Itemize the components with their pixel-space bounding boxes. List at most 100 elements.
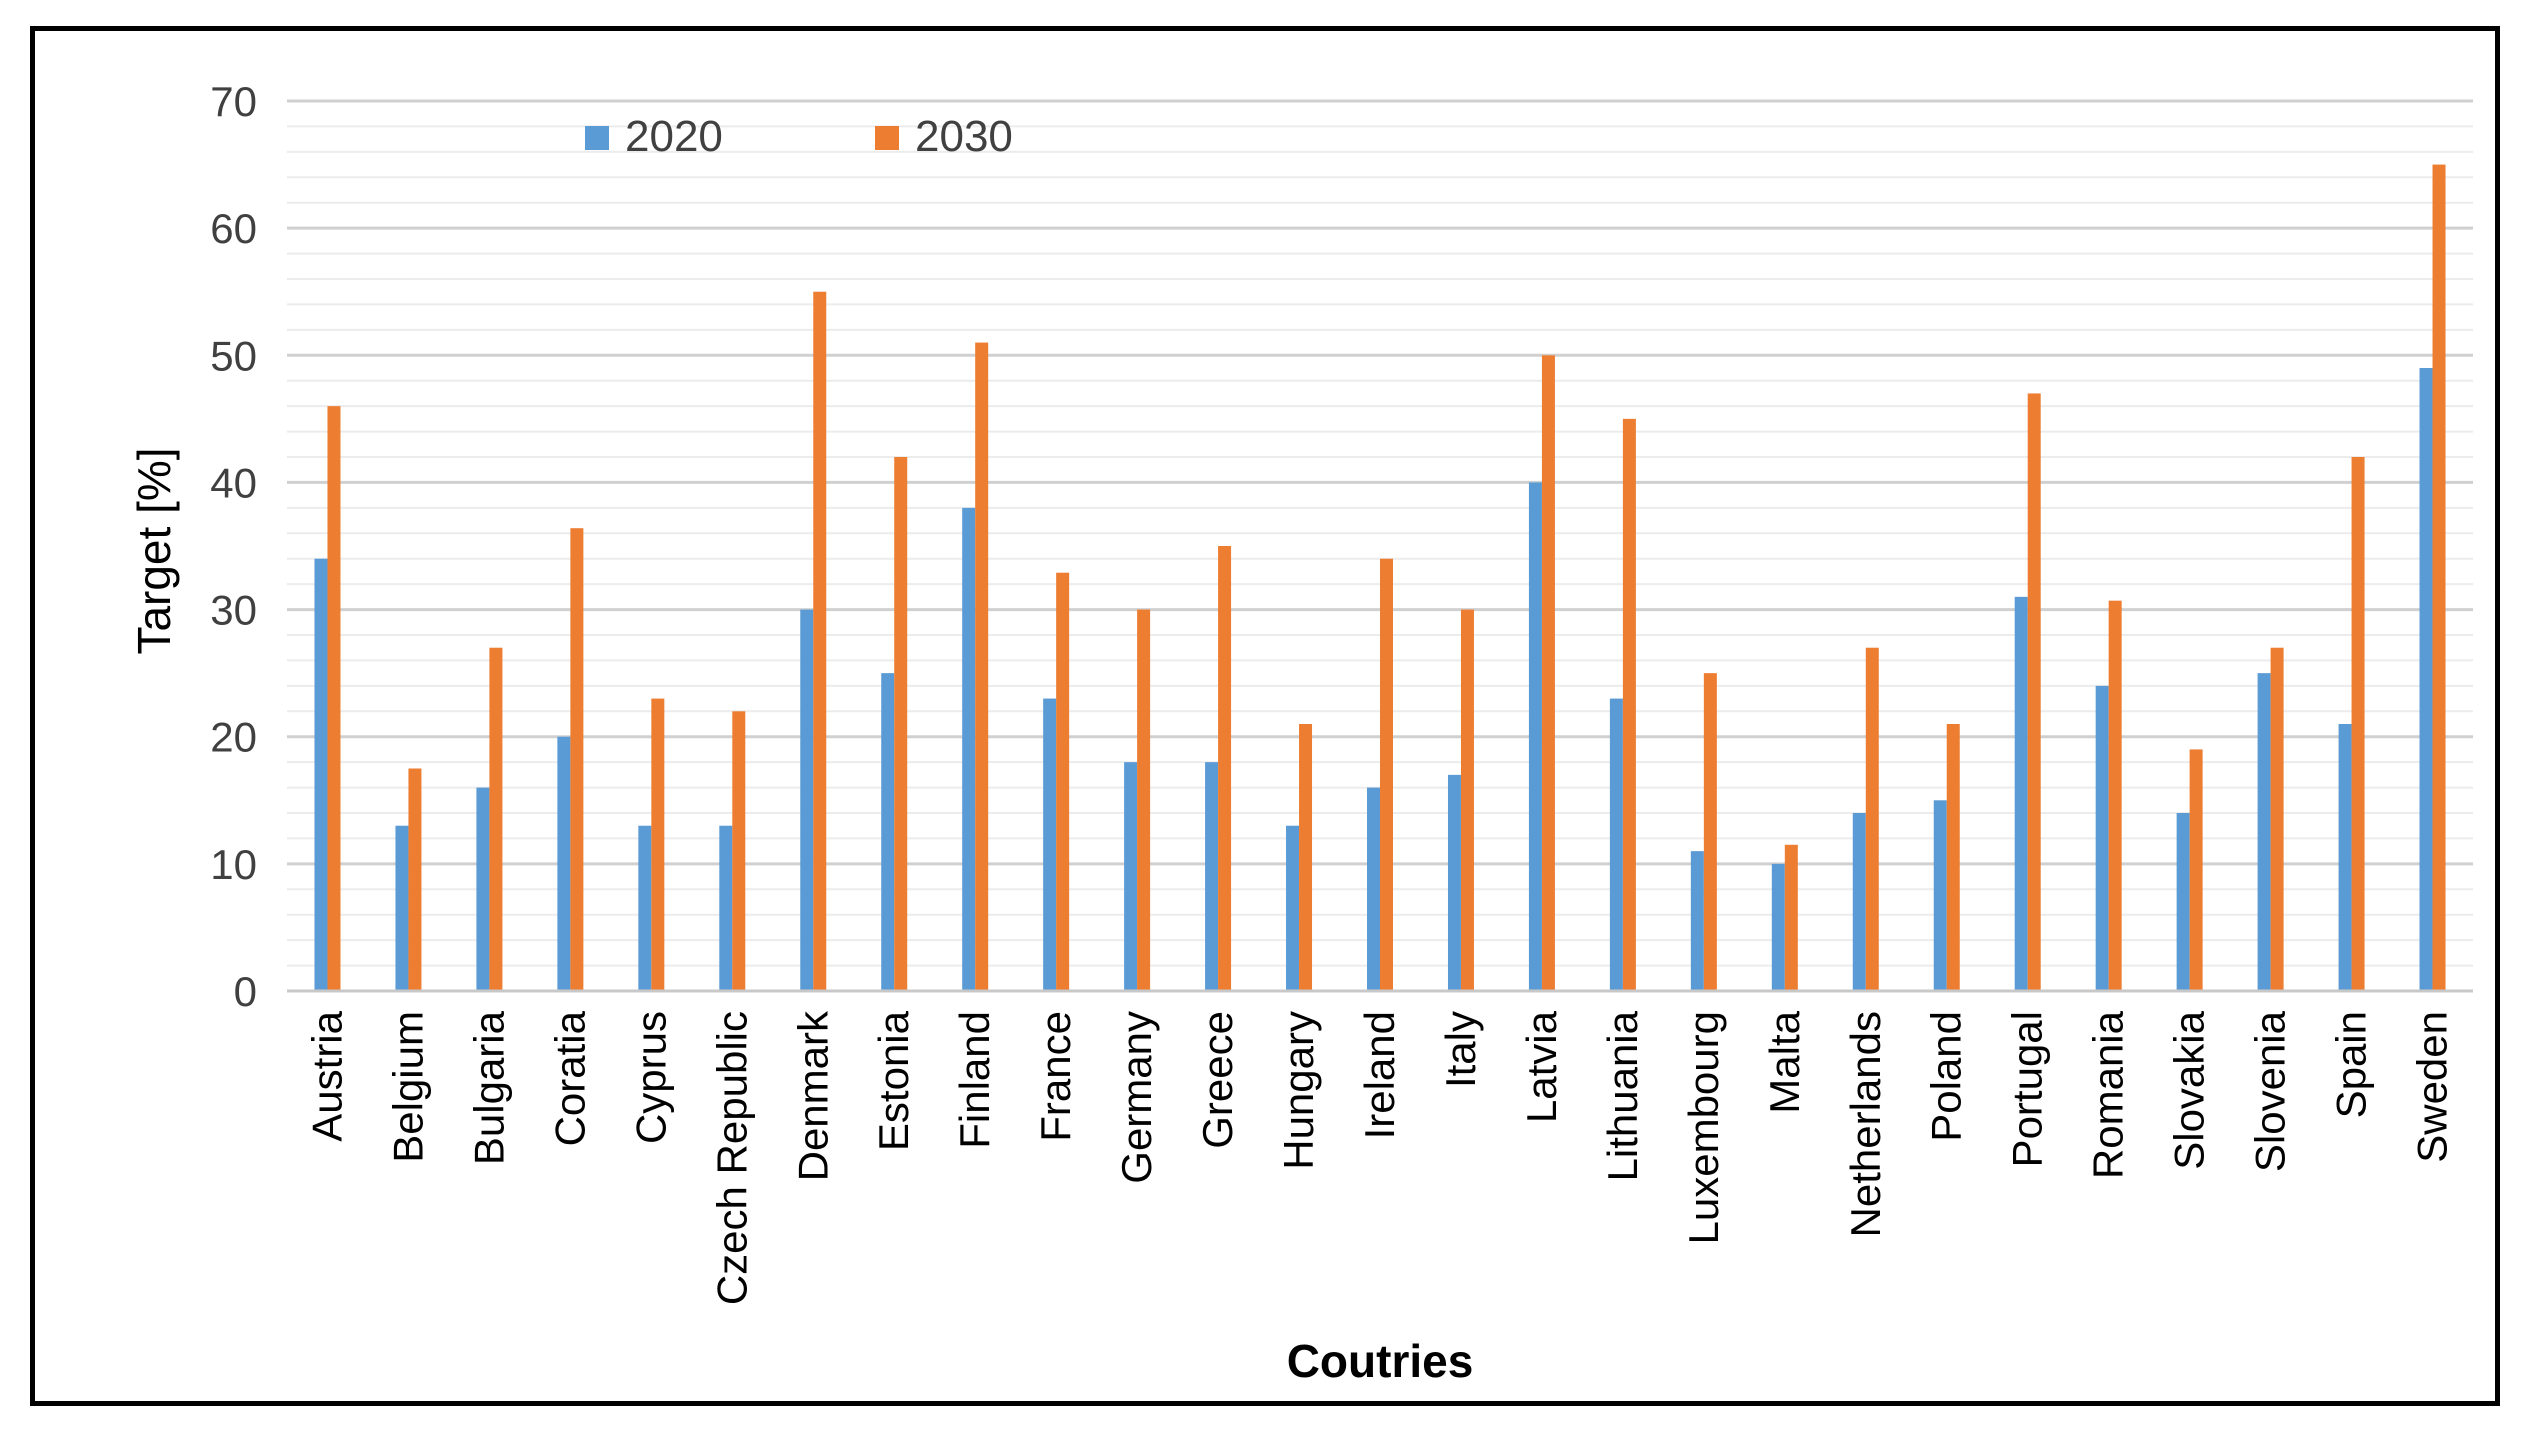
y-tick-label: 50 xyxy=(210,332,257,379)
x-tick-label: Netherlands xyxy=(1842,1011,1889,1237)
bar-2020-denmark xyxy=(800,609,814,991)
legend: 2020 2030 xyxy=(585,112,1013,161)
bar-2020-austria xyxy=(314,558,328,991)
bar-2030-ireland xyxy=(1380,558,1393,991)
bar-2030-sweden xyxy=(2432,164,2446,992)
legend-swatch-2030 xyxy=(875,126,899,150)
y-tick-label: 70 xyxy=(210,78,257,125)
bar-2030-slovakia xyxy=(2189,749,2203,991)
bar-2020-slovenia xyxy=(2257,673,2271,991)
legend-label-2030: 2030 xyxy=(915,112,1013,161)
bar-2030-portugal xyxy=(2027,393,2041,991)
bar-2030-austria xyxy=(327,406,341,992)
bar-2020-greece xyxy=(1205,762,1219,991)
x-tick-label: Portugal xyxy=(2004,1011,2051,1167)
x-tick-label: Germany xyxy=(1113,1011,1160,1184)
x-axis-ticks: Austria Belgium Bulgaria Coratia Cyprus Czech… xyxy=(303,1010,2455,1305)
bar-2020-netherlands xyxy=(1852,813,1866,991)
bar-2020-france xyxy=(1043,698,1057,991)
bar-2020-estonia xyxy=(881,673,895,991)
x-tick-label: Czech Republic xyxy=(708,1011,755,1305)
x-tick-label: Slovakia xyxy=(2166,1010,2213,1169)
y-tick-label: 20 xyxy=(210,714,257,761)
bar-2020-cyprus xyxy=(638,825,652,991)
x-tick-label: Romania xyxy=(2085,1010,2132,1179)
x-tick-label: Finland xyxy=(951,1011,998,1149)
x-tick-label: Ireland xyxy=(1356,1011,1403,1139)
x-tick-label: Luxembourg xyxy=(1680,1011,1727,1244)
chart-frame: 0 10 20 30 40 50 60 70 Austria Belgium Bulgaria Co… xyxy=(30,26,2500,1406)
bar-2030-hungary xyxy=(1299,724,1313,991)
x-tick-label: Belgium xyxy=(384,1011,431,1163)
x-tick-label: Sweden xyxy=(2409,1011,2456,1163)
bar-2030-latvia xyxy=(1541,355,1555,991)
bar-2030-cyprus xyxy=(651,698,665,991)
bar-2020-finland xyxy=(962,507,976,991)
x-tick-label: Lithuania xyxy=(1599,1010,1646,1181)
x-tick-label: Spain xyxy=(2328,1011,2375,1118)
bar-2030-italy xyxy=(1460,609,1474,991)
x-tick-label: France xyxy=(1032,1011,1079,1142)
x-tick-label: Greece xyxy=(1194,1011,1241,1149)
x-tick-label: Cyprus xyxy=(627,1011,674,1144)
bar-2020-lithuania xyxy=(1609,698,1623,991)
bar-2020-czech-republic xyxy=(719,825,733,991)
bar-2030-coratia xyxy=(570,528,584,991)
bar-2030-france xyxy=(1056,572,1070,991)
bar-2020-malta xyxy=(1771,863,1785,991)
x-tick-label: Malta xyxy=(1761,1010,1808,1113)
bar-2030-malta xyxy=(1784,844,1798,991)
y-axis-ticks: 0 10 20 30 40 50 60 70 xyxy=(210,78,257,1015)
x-tick-label: Slovenia xyxy=(2247,1010,2294,1172)
bar-2020-bulgaria xyxy=(476,787,490,991)
bar-2020-germany xyxy=(1124,762,1138,991)
bar-2020-spain xyxy=(2338,724,2352,991)
y-axis-title: Target [%] xyxy=(128,447,180,654)
y-tick-label: 10 xyxy=(210,841,257,888)
y-tick-label: 30 xyxy=(210,587,257,634)
x-tick-label: Italy xyxy=(1437,1011,1484,1088)
bar-2020-portugal xyxy=(2014,596,2028,991)
x-tick-label: Bulgaria xyxy=(465,1010,512,1165)
bar-2030-finland xyxy=(975,342,989,992)
bar-2020-italy xyxy=(1447,774,1461,991)
x-tick-label: Estonia xyxy=(870,1010,917,1151)
x-tick-label: Latvia xyxy=(1518,1010,1565,1123)
bar-2020-hungary xyxy=(1286,825,1300,991)
bar-2030-czech-republic xyxy=(732,711,746,991)
bar-2020-poland xyxy=(1933,800,1947,991)
bar-2020-luxembourg xyxy=(1690,851,1704,991)
bar-2020-sweden xyxy=(2419,368,2433,991)
bar-2030-slovenia xyxy=(2270,647,2284,991)
bar-2030-luxembourg xyxy=(1703,673,1717,991)
bar-2020-belgium xyxy=(395,825,409,991)
bar-2030-romania xyxy=(2108,600,2122,991)
bar-2030-estonia xyxy=(894,457,908,991)
bar-2030-spain xyxy=(2351,457,2365,991)
x-tick-label: Coratia xyxy=(546,1010,593,1146)
bar-2020-ireland xyxy=(1367,787,1380,991)
x-tick-label: Austria xyxy=(303,1010,350,1141)
y-tick-label: 0 xyxy=(234,968,257,1015)
bars xyxy=(314,164,2446,992)
legend-swatch-2020 xyxy=(585,126,609,150)
x-axis-title: Coutries xyxy=(1287,1335,1474,1387)
y-tick-label: 60 xyxy=(210,205,257,252)
bar-2030-greece xyxy=(1218,546,1232,991)
bar-2030-belgium xyxy=(408,768,422,991)
legend-label-2020: 2020 xyxy=(625,112,723,161)
bar-2020-latvia xyxy=(1528,482,1542,991)
bar-2030-lithuania xyxy=(1622,418,1636,991)
x-tick-label: Denmark xyxy=(789,1010,836,1181)
y-tick-label: 40 xyxy=(210,459,257,506)
bar-2030-denmark xyxy=(813,291,827,991)
bar-2030-poland xyxy=(1946,724,1960,991)
bar-2030-netherlands xyxy=(1865,647,1879,991)
bar-2030-bulgaria xyxy=(489,647,503,991)
bar-2020-slovakia xyxy=(2176,813,2190,991)
bar-2020-romania xyxy=(2095,685,2109,991)
x-tick-label: Poland xyxy=(1923,1011,1970,1142)
bar-2020-coratia xyxy=(557,736,571,991)
bar-2030-germany xyxy=(1137,609,1151,991)
